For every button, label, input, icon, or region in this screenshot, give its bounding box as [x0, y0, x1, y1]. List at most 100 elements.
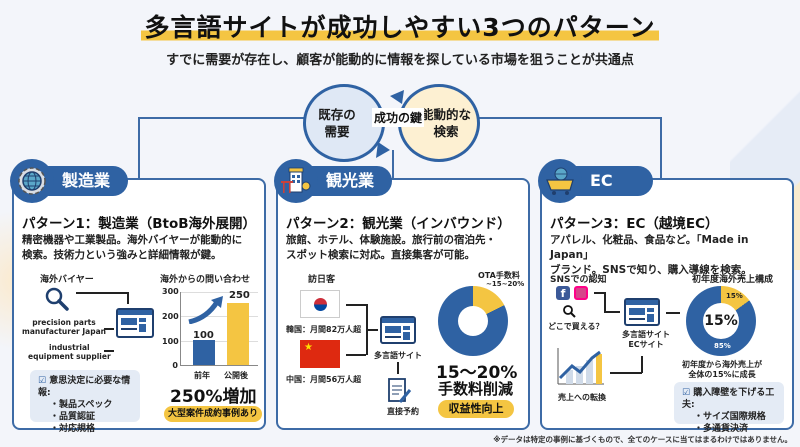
keyword-query: industrial equipment supplier: [28, 343, 111, 361]
site-label: 多言語サイト: [374, 351, 422, 360]
desc-line: 旅館、ホテル、体験施設。旅行前の宿泊先・: [286, 234, 496, 246]
keyword-query: precision parts manufacturer Japan: [22, 318, 106, 336]
bar-value: 250: [229, 290, 250, 301]
bar-before: [193, 340, 215, 365]
pattern-description: 旅館、ホテル、体験施設。旅行前の宿泊先・ スポット検索に対応。直接集客が可能。: [286, 233, 526, 263]
y-tick: 0: [172, 361, 178, 370]
sales-conversion-label: 売上への転換: [558, 393, 606, 402]
booking-label: 直接予約: [387, 407, 419, 416]
card-tab: EC: [538, 159, 653, 203]
where-to-buy: どこで買える？: [548, 322, 604, 331]
checklist-title: ☑ 意思決定に必要な情報:: [38, 376, 131, 398]
site-line: 多言語サイト: [622, 330, 670, 339]
circle-text: 需要: [324, 124, 350, 139]
x-label: 前年: [194, 371, 210, 380]
connector-line: [660, 117, 662, 179]
arrow-line: [610, 372, 642, 374]
arrow-line: [346, 304, 366, 306]
y-tick: 300: [162, 287, 179, 296]
sales-chart-icon: [557, 348, 604, 385]
china-visitors: 中国：月間56万人超: [286, 375, 362, 384]
donut-center-label: 15%: [703, 303, 739, 339]
arrow-line: [127, 292, 129, 304]
y-tick: 100: [162, 337, 179, 346]
desc-line: スポット検索に対応。直接集客が可能。: [286, 249, 475, 261]
arrow-line: [76, 292, 128, 294]
site-line: ECサイト: [628, 340, 664, 349]
checklist-item: ・製品スペック: [50, 400, 113, 410]
connector-line: [478, 117, 661, 119]
card-tourism: 観光業 パターン2：観光業（インバウンド） 旅館、ホテル、体験施設。旅行前の宿泊…: [274, 159, 530, 430]
gridline: [181, 341, 258, 342]
desc-line: ブランド。SNSで知り、購入導線を検索。: [550, 264, 752, 276]
booking-clipboard-icon: [388, 378, 412, 403]
desc-line: アパレル、化粧品、食品など。「Made in Japan」: [550, 234, 749, 261]
ota-label: OTA手数料: [478, 271, 520, 280]
x-label: 公開後: [224, 371, 248, 380]
ota-donut-chart: [438, 286, 508, 356]
desc-line: 精密機器や工業製品。海外バイヤーが能動的に: [22, 234, 243, 246]
big-stat: 15～20%: [436, 363, 518, 383]
arrow-line: [594, 292, 604, 294]
pattern-description: 精密機器や工業製品。海外バイヤーが能動的に 検索。技術力という強みと詳細情報が鍵…: [22, 233, 262, 263]
gear-globe-icon: [10, 159, 54, 203]
buyer-label: 海外バイヤー: [40, 275, 94, 285]
connector-line: [138, 117, 305, 119]
arrow-line: [346, 354, 366, 356]
connector-line: [392, 150, 394, 179]
tab-label: EC: [568, 166, 653, 196]
card-tab: 製造業: [10, 159, 129, 203]
ota-range: ~15~20%: [486, 280, 525, 288]
pattern-title: パターン3：EC（越境EC）: [550, 216, 719, 232]
website-icon: [116, 308, 154, 338]
success-key-label: 成功の鍵: [372, 108, 425, 127]
pattern-title: パターン1：製造業（BtoB海外展開）: [22, 216, 257, 232]
slice-label: 15%: [726, 292, 743, 300]
card-tab: 観光業: [274, 159, 393, 203]
card-manufacturing: 製造業 パターン1：製造業（BtoB海外展開） 精密機器や工業製品。海外バイヤー…: [10, 159, 266, 434]
purchase-barrier-panel: ☑ 購入障壁を下げる工夫: ・サイズ国際規格 ・多通貨決済: [674, 382, 784, 434]
arrow-line: [666, 312, 680, 314]
big-stat: 250%増加: [170, 387, 257, 407]
circle-text: 能動的な: [420, 107, 471, 122]
keyword-text: manufacturer Japan: [22, 327, 106, 336]
search-icon: [45, 287, 69, 311]
facebook-icon: f: [556, 286, 570, 300]
growth-line: 初年度から海外売上が: [682, 360, 762, 369]
growth-note: 初年度から海外売上が 全体の15%に成長: [682, 360, 762, 380]
decision-info-panel: ☑ 意思決定に必要な情報: ・製品スペック ・品質認証 ・対応規格: [30, 370, 140, 434]
pattern-title: パターン2：観光業（インバウンド）: [286, 216, 511, 232]
arrow-line: [641, 356, 643, 373]
korea-visitors: 韓国：月間82万人超: [286, 325, 362, 334]
growth-line: 全体の15%に成長: [688, 370, 756, 379]
checklist-item: ・多通貨決済: [694, 424, 749, 434]
tab-label: 製造業: [40, 166, 129, 196]
slice-label: 85%: [714, 342, 731, 350]
big-stat: 手数料削減: [438, 380, 514, 398]
donut-title: 初年度海外売上構成: [692, 275, 774, 285]
arrow-line: [104, 328, 114, 330]
checklist-item: ・対応規格: [50, 424, 96, 434]
arrow-line: [604, 311, 620, 313]
bar-value: 100: [193, 330, 214, 341]
footnote: ※データは特定の事例に基づくもので、全てのケースに当てはまるわけではありません。: [493, 435, 792, 444]
korea-flag-icon: [300, 290, 340, 318]
gridline: [181, 316, 258, 317]
arrow-line: [604, 292, 606, 312]
result-pill: 大型案件成約事例あり: [164, 406, 262, 422]
circle-text: 検索: [433, 124, 459, 139]
ec-site-label: 多言語サイト ECサイト: [622, 330, 670, 350]
result-pill: 収益性向上: [438, 400, 514, 418]
page-subtitle: すでに需要が存在し、顧客が能動的に情報を探している市場を狙うことが共通点: [166, 53, 634, 68]
keyword-text: equipment supplier: [28, 352, 111, 361]
website-icon: [380, 316, 416, 344]
keyword-text: precision parts: [32, 318, 96, 327]
page-title: 多言語サイトが成功しやすい3つのパターン: [140, 8, 660, 44]
arrow-line: [397, 362, 399, 374]
connector-line: [138, 117, 140, 179]
hotel-torii-icon: [274, 159, 318, 203]
sns-label: SNSでの認知: [550, 275, 607, 285]
bar-chart: 100 250: [180, 290, 258, 366]
sales-donut-chart: 15% 15% 85%: [686, 286, 756, 356]
cart-globe-icon: [538, 159, 582, 203]
